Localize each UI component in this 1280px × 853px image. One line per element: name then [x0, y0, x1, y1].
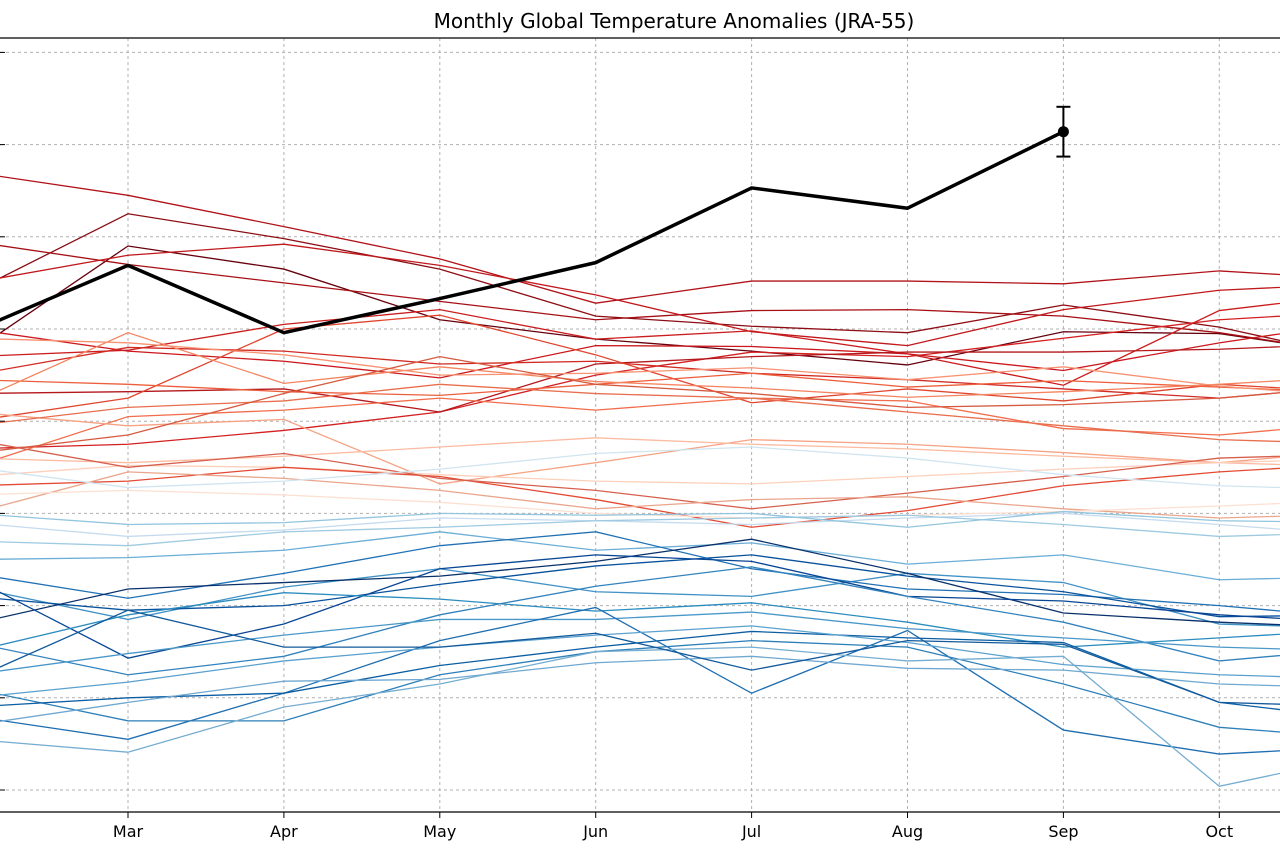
- x-tick-label: Sep: [1048, 822, 1078, 841]
- series-line: [0, 338, 1280, 392]
- series-line: [0, 568, 1280, 627]
- series-line: [0, 244, 1280, 343]
- x-axis-ticks: Mar Apr May Jun Jul Aug Sep Oct: [113, 812, 1233, 841]
- series-line: [0, 383, 1280, 443]
- series-line: [0, 213, 1280, 342]
- chart-title: Monthly Global Temperature Anomalies (JR…: [434, 9, 915, 33]
- series-line: [0, 245, 1280, 366]
- series-line: [0, 446, 1280, 489]
- series-line: [0, 566, 1280, 676]
- series-line: [0, 538, 1280, 626]
- highlight-series: [0, 105, 1071, 335]
- x-tick-label: Oct: [1205, 822, 1233, 841]
- series-line: [0, 443, 1280, 510]
- series-line: [0, 554, 1280, 659]
- series-line: [0, 611, 1280, 672]
- series-line: [0, 609, 1280, 705]
- highlight-line: [0, 130, 1065, 335]
- series-line: [0, 355, 1280, 451]
- series-line: [0, 315, 1280, 449]
- series-line: [0, 372, 1280, 397]
- x-tick-label: Mar: [113, 822, 144, 841]
- series-line: [0, 346, 1280, 413]
- series-line: [0, 646, 1280, 788]
- series-line: [0, 460, 1280, 485]
- x-tick-label: Apr: [270, 822, 298, 841]
- background-series: [0, 175, 1280, 788]
- series-line: [0, 302, 1280, 386]
- series-line: [0, 554, 1280, 618]
- series-line: [0, 397, 1280, 459]
- series-line: [0, 606, 1280, 755]
- series-line: [0, 489, 1280, 519]
- series-line: [0, 531, 1280, 581]
- series-line: [0, 639, 1280, 733]
- grid: [0, 38, 1280, 812]
- series-line: [0, 331, 1280, 398]
- series-line: [0, 630, 1280, 711]
- plot-frame: [0, 37, 1280, 813]
- series-line: [0, 332, 1280, 379]
- series-line: [0, 625, 1280, 696]
- series-line: [0, 510, 1280, 528]
- x-tick-label: Jul: [741, 822, 761, 841]
- series-line: [0, 655, 1280, 722]
- series-line: [0, 437, 1280, 466]
- x-tick-label: Jun: [582, 822, 608, 841]
- series-line: [0, 514, 1280, 547]
- latest-point: [1057, 126, 1069, 138]
- series-line: [0, 243, 1280, 347]
- series-line: [0, 413, 1280, 485]
- x-tick-label: May: [423, 822, 456, 841]
- series-line: [0, 512, 1280, 538]
- x-tick-label: Aug: [892, 822, 923, 841]
- series-line: [0, 471, 1280, 519]
- series-line: [0, 175, 1280, 304]
- series-line: [0, 466, 1280, 528]
